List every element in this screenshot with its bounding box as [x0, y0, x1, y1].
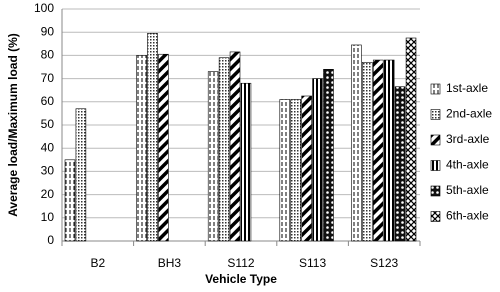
x-tick-label: S113: [299, 256, 326, 270]
y-tick-label: 70: [41, 71, 55, 85]
bar: [301, 95, 312, 242]
x-tick-label: BH3: [158, 256, 182, 270]
bar: [362, 62, 373, 242]
y-tick-label: 50: [41, 117, 55, 131]
legend-label: 2nd-axle: [446, 107, 492, 121]
y-tick-label: 60: [41, 94, 55, 108]
bar: [372, 59, 384, 242]
bar: [279, 99, 291, 242]
bar: [323, 69, 334, 242]
bar: [147, 33, 158, 242]
legend-label: 3rd-axle: [446, 132, 490, 146]
bar: [136, 55, 147, 242]
bar: [394, 86, 406, 242]
legend-swatch: [430, 185, 441, 197]
bar: [158, 53, 169, 242]
legend-swatch: [430, 109, 441, 120]
legend-label: 6th-axle: [446, 209, 489, 223]
legend-label: 5th-axle: [446, 183, 489, 197]
y-tick-label: 10: [41, 210, 55, 224]
bar: [240, 82, 252, 242]
bar: [229, 51, 241, 242]
bar: [351, 44, 362, 242]
y-tick-label: 80: [41, 48, 55, 62]
bar: [312, 78, 323, 242]
x-tick-label: S112: [227, 256, 254, 270]
legend-swatch: [430, 134, 441, 146]
bar: [383, 59, 395, 242]
bar: [207, 71, 219, 242]
y-tick-label: 30: [41, 164, 55, 178]
bar: [218, 57, 230, 242]
bar: [290, 99, 301, 242]
y-tick-label: 20: [41, 187, 55, 201]
y-axis-title: Average load/Maximum load (%): [6, 33, 20, 217]
y-tick-label: 90: [41, 24, 55, 38]
bar: [75, 108, 87, 242]
legend-label: 1st-axle: [446, 81, 488, 95]
bar: [405, 37, 417, 242]
legend-swatch: [430, 211, 441, 222]
x-tick-label: S123: [370, 256, 398, 270]
y-tick-label: 100: [34, 1, 54, 15]
bar: [64, 159, 76, 242]
x-axis-title: Vehicle Type: [205, 272, 277, 286]
legend-label: 4th-axle: [446, 158, 489, 172]
legend-swatch: [430, 160, 441, 171]
y-tick-label: 40: [41, 140, 55, 154]
y-tick-label: 0: [47, 233, 54, 247]
legend-swatch: [430, 83, 441, 95]
x-tick-label: B2: [90, 256, 105, 270]
